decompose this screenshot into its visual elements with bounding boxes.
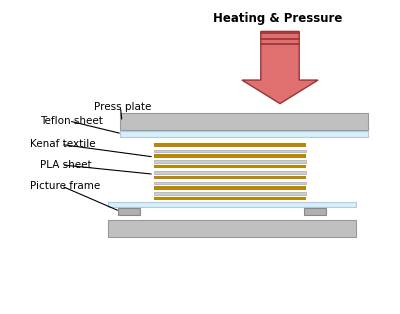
- Text: Heating & Pressure: Heating & Pressure: [213, 12, 343, 25]
- Bar: [154, 186, 306, 190]
- Bar: [120, 113, 368, 130]
- Bar: [154, 176, 306, 179]
- Text: Picture frame: Picture frame: [30, 181, 100, 191]
- Bar: [154, 171, 306, 174]
- Bar: [108, 220, 356, 237]
- Bar: [154, 150, 306, 152]
- Text: PLA sheet: PLA sheet: [40, 160, 92, 170]
- Text: Press plate: Press plate: [94, 102, 151, 112]
- Bar: [154, 192, 306, 195]
- Bar: [108, 202, 356, 207]
- Bar: [154, 154, 306, 158]
- Text: Teflon sheet: Teflon sheet: [40, 116, 103, 126]
- Bar: [154, 165, 306, 168]
- Bar: [154, 182, 306, 184]
- Polygon shape: [242, 31, 318, 104]
- Bar: [120, 131, 368, 137]
- Bar: [154, 197, 306, 200]
- Bar: [154, 160, 306, 163]
- Bar: [304, 208, 326, 215]
- Bar: [154, 143, 306, 147]
- Bar: [118, 208, 140, 215]
- Text: Kenaf textile: Kenaf textile: [30, 139, 96, 149]
